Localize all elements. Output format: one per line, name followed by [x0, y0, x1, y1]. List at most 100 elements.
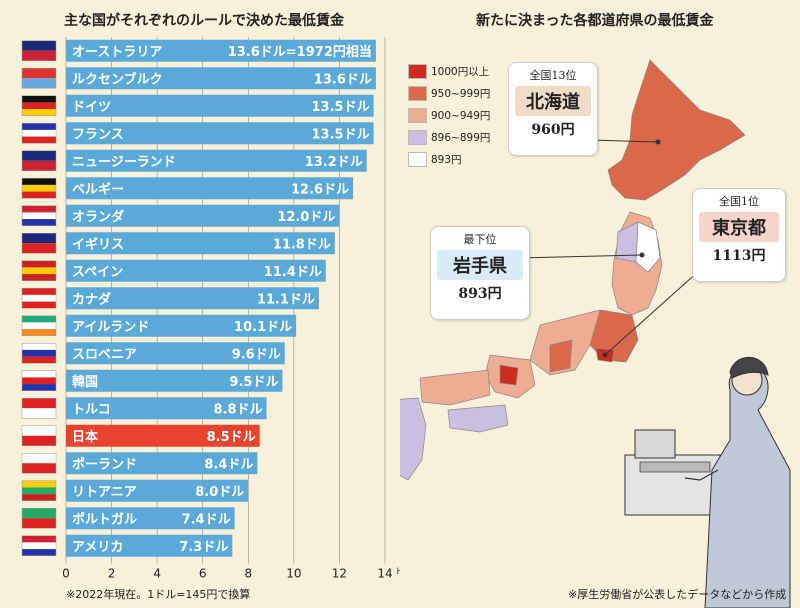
bar-category-label: リトアニア — [72, 485, 137, 500]
chugoku-shape — [419, 369, 491, 406]
flag-stripe — [22, 377, 56, 385]
callout-prefecture: 東京都 — [699, 212, 779, 242]
bar-18 — [66, 534, 233, 557]
legend-item: 950~999円 — [408, 82, 494, 104]
bar-category-label: フランス — [72, 127, 124, 142]
right-footnote: ※厚生労働省が公表したデータなどから作成 — [568, 588, 787, 601]
legend-swatch — [408, 151, 427, 167]
x-tick-label: 0 — [62, 567, 70, 581]
flag-stripe — [22, 356, 56, 364]
bar-category-label: ポーランド — [72, 456, 137, 472]
flag-stripe — [22, 398, 56, 409]
flag-stripe — [22, 549, 56, 556]
flag-stripe — [22, 178, 56, 185]
flag-4 — [21, 150, 57, 171]
flag-9 — [21, 288, 57, 309]
legend-label: 950~999円 — [431, 87, 491, 100]
left-footnote: ※2022年現在。1ドル=145円で換算 — [66, 588, 251, 601]
bar-value-label: 13.5ドル — [312, 127, 370, 142]
flag-stripe — [22, 435, 56, 446]
legend-label: 1000円以上 — [431, 65, 490, 78]
bar-value-label: 12.0ドル — [277, 210, 335, 225]
flag-14 — [21, 425, 57, 446]
flag-stripe — [22, 109, 56, 116]
bar-value-label: 13.5ドル — [312, 100, 370, 115]
callout-rank: 全国1位 — [719, 195, 759, 208]
flag-stripe — [22, 518, 56, 529]
flag-stripe — [22, 288, 56, 295]
x-tick-label: 12 — [332, 567, 347, 581]
chart-title: 主な国がそれぞれのルールで決めた最低賃金 — [64, 13, 344, 29]
flag-10 — [21, 315, 57, 336]
flag-stripe — [22, 349, 56, 357]
bar-category-label: イギリス — [72, 236, 124, 252]
hokkaido-shape — [607, 59, 746, 201]
flag-stripe — [22, 191, 56, 199]
flag-stripe — [22, 384, 56, 391]
bar-value-label: 13.6ドル — [314, 72, 372, 87]
flag-stripe — [22, 78, 56, 89]
flag-stripe — [22, 542, 56, 550]
flag-stripe — [22, 480, 56, 488]
shikoku-shape — [447, 404, 509, 433]
bar-0 — [66, 39, 376, 62]
bar-category-label: 日本 — [72, 429, 98, 445]
bar-value-label: 7.3ドル — [179, 540, 228, 555]
flag-stripe — [22, 260, 56, 268]
callout-prefecture: 岩手県 — [437, 250, 523, 280]
legend-item: 900~949円 — [408, 104, 494, 126]
tokyo-dot — [602, 352, 608, 358]
bar-2 — [66, 94, 374, 117]
hokkaido-connector — [589, 139, 659, 143]
bar-category-label: ドイツ — [72, 100, 111, 115]
iwate-dot — [639, 252, 645, 258]
flag-stripe — [22, 233, 56, 244]
x-unit-label: ドル — [395, 567, 400, 576]
hokkaido-dot — [655, 139, 661, 145]
flag-6 — [21, 205, 57, 226]
bar-category-label: オランダ — [72, 209, 124, 225]
legend-item: 896~899円 — [408, 126, 494, 148]
bar-10 — [66, 314, 297, 337]
bar-11 — [66, 342, 285, 365]
legend-swatch — [408, 63, 427, 79]
callout-rank: 最下位 — [463, 233, 497, 246]
flag-stripe — [22, 301, 56, 309]
flag-stripe — [22, 487, 56, 495]
flag-stripe — [22, 294, 56, 302]
flag-3 — [21, 123, 57, 144]
callout-wage: 893円 — [458, 286, 502, 302]
flag-stripe — [22, 102, 56, 110]
flag-0 — [21, 40, 57, 61]
bar-category-label: ベルギー — [72, 181, 124, 197]
bar-category-label: スロベニア — [72, 347, 137, 362]
bar-17 — [66, 507, 235, 530]
legend-label: 900~949円 — [431, 109, 491, 122]
bar-9 — [66, 287, 319, 310]
legend-label: 893円 — [431, 153, 462, 166]
flag-11 — [21, 343, 57, 364]
bar-value-label: 8.4ドル — [204, 457, 253, 472]
callout-wage: 960円 — [531, 122, 575, 138]
flag-1 — [21, 68, 57, 89]
map-panel: 新たに決まった各都道府県の最低賃金 — [400, 0, 800, 608]
callout-tokyo: 全国1位 東京都 1113円 — [692, 188, 786, 282]
bar-value-label: 8.0ドル — [195, 485, 244, 500]
flag-stripe — [22, 40, 56, 51]
x-tick-label: 4 — [153, 567, 161, 581]
flag-17 — [21, 508, 57, 529]
kyushu-shape — [400, 397, 427, 481]
bar-3 — [66, 122, 374, 145]
x-tick-label: 8 — [244, 567, 252, 581]
bar-value-label: 11.8ドル — [273, 237, 331, 252]
japan-map — [400, 59, 791, 608]
bar-15 — [66, 452, 258, 475]
bar-value-label: 10.1ドル — [234, 320, 292, 335]
flag-7 — [21, 233, 57, 254]
legend-swatch — [408, 129, 427, 145]
flag-stripe — [22, 343, 56, 350]
bar-value-label: 12.6ドル — [291, 182, 349, 197]
aichi-shape — [549, 339, 573, 373]
legend-swatch — [408, 107, 427, 123]
flag-stripe — [22, 408, 56, 419]
